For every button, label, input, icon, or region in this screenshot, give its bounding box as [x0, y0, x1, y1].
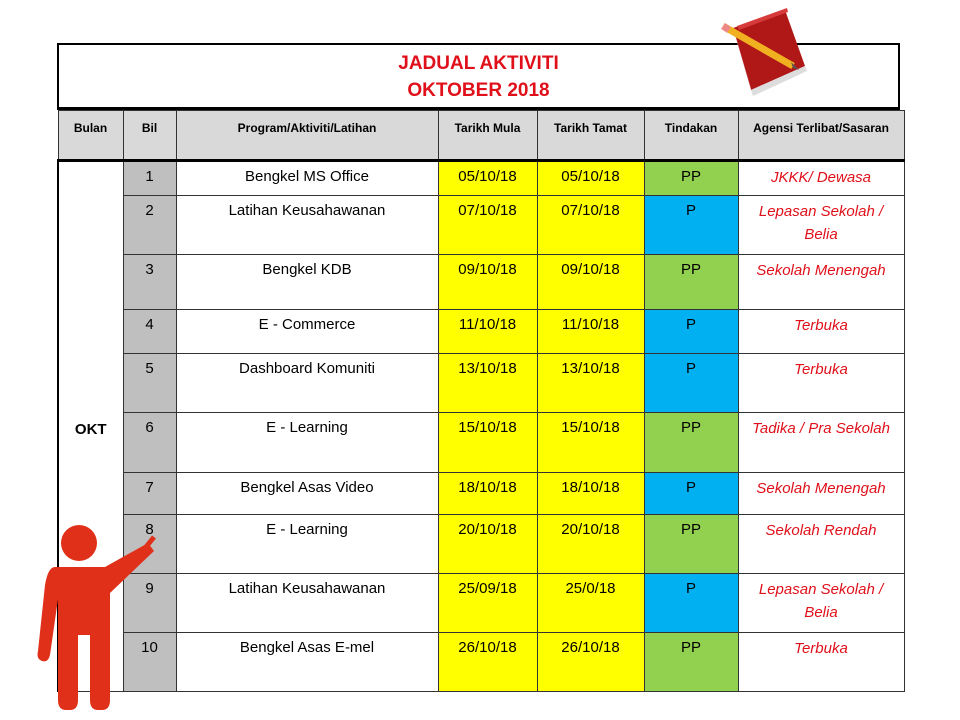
- tarikh-tamat-cell: 25/0/18: [536, 573, 645, 633]
- book-pencil-icon: [721, 8, 807, 96]
- program-cell: Dashboard Komuniti: [175, 353, 439, 413]
- presenter-figure-icon: [37, 525, 156, 710]
- tindakan-cell: P: [643, 573, 739, 633]
- table-row: 10 Bengkel Asas E-mel 26/10/18 26/10/18 …: [58, 632, 905, 692]
- tarikh-mula-cell: 18/10/18: [437, 472, 538, 515]
- bil-cell: 6: [122, 412, 177, 473]
- bil-cell: 10: [122, 632, 177, 692]
- bil-cell: 2: [122, 195, 177, 255]
- agensi-cell: Sekolah Menengah: [737, 254, 905, 310]
- header-tarikh-tamat: Tarikh Tamat: [536, 110, 645, 161]
- tarikh-tamat-cell: 05/10/18: [536, 160, 645, 196]
- tarikh-tamat-cell: 15/10/18: [536, 412, 645, 473]
- header-bil: Bil: [122, 110, 177, 161]
- tarikh-mula-cell: 25/09/18: [437, 573, 538, 633]
- tarikh-mula-cell: 09/10/18: [437, 254, 538, 310]
- agensi-cell: Lepasan Sekolah / Belia: [737, 195, 905, 255]
- header-program: Program/Aktiviti/Latihan: [175, 110, 439, 161]
- tindakan-cell: P: [643, 353, 739, 413]
- tarikh-mula-cell: 11/10/18: [437, 309, 538, 354]
- tarikh-tamat-cell: 18/10/18: [536, 472, 645, 515]
- tindakan-cell: PP: [643, 514, 739, 574]
- agensi-cell: Terbuka: [737, 632, 905, 692]
- program-cell: Bengkel KDB: [175, 254, 439, 310]
- table-row: 7 Bengkel Asas Video 18/10/18 18/10/18 P…: [58, 472, 905, 515]
- program-cell: Bengkel Asas Video: [175, 472, 439, 515]
- agensi-cell: Terbuka: [737, 353, 905, 413]
- table-row: 8 E - Learning 20/10/18 20/10/18 PP Seko…: [58, 514, 905, 574]
- program-cell: E - Commerce: [175, 309, 439, 354]
- tindakan-cell: P: [643, 195, 739, 255]
- agensi-cell: Tadika / Pra Sekolah: [737, 412, 905, 473]
- program-cell: E - Learning: [175, 412, 439, 473]
- tindakan-cell: PP: [643, 160, 739, 196]
- header-agensi: Agensi Terlibat/Sasaran: [737, 110, 905, 161]
- tarikh-tamat-cell: 11/10/18: [536, 309, 645, 354]
- header-tarikh-mula: Tarikh Mula: [437, 110, 538, 161]
- tindakan-cell: PP: [643, 254, 739, 310]
- tindakan-cell: P: [643, 472, 739, 515]
- header-tindakan: Tindakan: [643, 110, 739, 161]
- bil-cell: 7: [122, 472, 177, 515]
- title-line-1: JADUAL AKTIVITI: [398, 53, 559, 74]
- header-row: Bulan Bil Program/Aktiviti/Latihan Tarik…: [57, 110, 905, 161]
- bil-cell: 1: [122, 160, 177, 196]
- tarikh-tamat-cell: 13/10/18: [536, 353, 645, 413]
- table-row: 6 E - Learning 15/10/18 15/10/18 PP Tadi…: [58, 412, 905, 473]
- program-cell: Latihan Keusahawanan: [175, 573, 439, 633]
- program-cell: Bengkel MS Office: [175, 160, 439, 196]
- tindakan-cell: PP: [643, 412, 739, 473]
- program-cell: Bengkel Asas E-mel: [175, 632, 439, 692]
- agensi-cell: Terbuka: [737, 309, 905, 354]
- table-row: 9 Latihan Keusahawanan 25/09/18 25/0/18 …: [58, 573, 905, 633]
- table-row: 2 Latihan Keusahawanan 07/10/18 07/10/18…: [58, 195, 905, 255]
- title-line-2: OKTOBER 2018: [407, 80, 550, 101]
- tarikh-mula-cell: 15/10/18: [437, 412, 538, 473]
- tarikh-mula-cell: 13/10/18: [437, 353, 538, 413]
- tarikh-mula-cell: 07/10/18: [437, 195, 538, 255]
- header-bulan: Bulan: [57, 110, 124, 161]
- schedule-title: JADUAL AKTIVITI OKTOBER 2018: [57, 43, 900, 110]
- agensi-cell: Sekolah Menengah: [737, 472, 905, 515]
- table-row: 4 E - Commerce 11/10/18 11/10/18 P Terbu…: [58, 309, 905, 354]
- bil-cell: 4: [122, 309, 177, 354]
- program-cell: E - Learning: [175, 514, 439, 574]
- tarikh-mula-cell: 26/10/18: [437, 632, 538, 692]
- agensi-cell: JKKK/ Dewasa: [737, 160, 905, 196]
- activity-schedule-table: Bulan Bil Program/Aktiviti/Latihan Tarik…: [57, 110, 905, 692]
- table-row: 3 Bengkel KDB 09/10/18 09/10/18 PP Sekol…: [58, 254, 905, 310]
- tarikh-tamat-cell: 07/10/18: [536, 195, 645, 255]
- agensi-cell: Lepasan Sekolah / Belia: [737, 573, 905, 633]
- tarikh-mula-cell: 05/10/18: [437, 160, 538, 196]
- table-row: 5 Dashboard Komuniti 13/10/18 13/10/18 P…: [58, 353, 905, 413]
- bil-cell: 3: [122, 254, 177, 310]
- tarikh-tamat-cell: 26/10/18: [536, 632, 645, 692]
- tarikh-tamat-cell: 20/10/18: [536, 514, 645, 574]
- tindakan-cell: P: [643, 309, 739, 354]
- tarikh-mula-cell: 20/10/18: [437, 514, 538, 574]
- agensi-cell: Sekolah Rendah: [737, 514, 905, 574]
- program-cell: Latihan Keusahawanan: [175, 195, 439, 255]
- bil-cell: 5: [122, 353, 177, 413]
- tarikh-tamat-cell: 09/10/18: [536, 254, 645, 310]
- tindakan-cell: PP: [643, 632, 739, 692]
- table-row: OKT 1 Bengkel MS Office 05/10/18 05/10/18…: [57, 160, 905, 692]
